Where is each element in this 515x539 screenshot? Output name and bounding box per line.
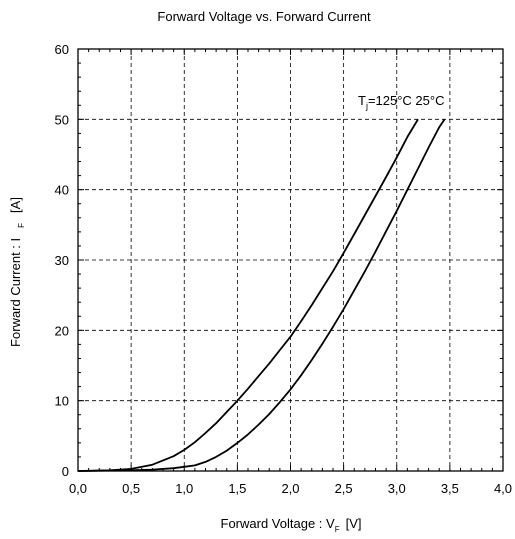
ticks	[77, 48, 504, 472]
curve-25c	[77, 118, 446, 472]
y-tick-label: 40	[55, 183, 69, 198]
x-axis-label-unit: [V]	[346, 516, 362, 531]
x-tick-label: 2,5	[335, 481, 353, 496]
y-axis-label-unit: [A]	[8, 197, 23, 213]
x-axis-label-sub: F	[335, 525, 340, 534]
tj-annotation: Tj=125°C 25°C	[358, 93, 444, 111]
x-tick-label: 3,0	[388, 481, 406, 496]
y-tick-label: 60	[55, 42, 69, 57]
y-tick-label: 20	[55, 323, 69, 338]
x-tick-label: 0,5	[122, 481, 140, 496]
tick-labels: 0,0 0,5 1,0 1,5 2,0 2,5 3,0 3,5 4,0 0 10 20 30 40 50 60	[55, 42, 513, 496]
grid	[78, 49, 503, 471]
y-tick-label: 50	[55, 112, 69, 127]
x-tick-label: 0,0	[69, 481, 87, 496]
chart-title: Forward Voltage vs. Forward Current	[157, 9, 371, 24]
x-tick-label: 2,0	[281, 481, 299, 496]
x-tick-label: 4,0	[494, 481, 512, 496]
curves	[77, 118, 446, 472]
tj-text: =125°C 25°C	[368, 93, 445, 108]
x-tick-label: 3,5	[441, 481, 459, 496]
y-axis-label-main: Forward Current : I	[8, 238, 23, 347]
y-tick-label: 0	[62, 464, 69, 479]
curve-125c	[77, 118, 419, 472]
y-tick-label: 10	[55, 394, 69, 409]
tj-prefix: T	[358, 93, 366, 108]
x-tick-label: 1,0	[175, 481, 193, 496]
y-axis-label-sub: F	[17, 223, 26, 228]
x-axis-label-main: Forward Voltage : V	[221, 516, 335, 531]
y-axis-label: Forward Current : I F [A]	[8, 197, 26, 347]
x-axis-label: Forward Voltage : VF [V]	[221, 516, 362, 534]
x-tick-label: 1,5	[228, 481, 246, 496]
y-tick-label: 30	[55, 253, 69, 268]
tj-subscript: j	[365, 101, 368, 111]
